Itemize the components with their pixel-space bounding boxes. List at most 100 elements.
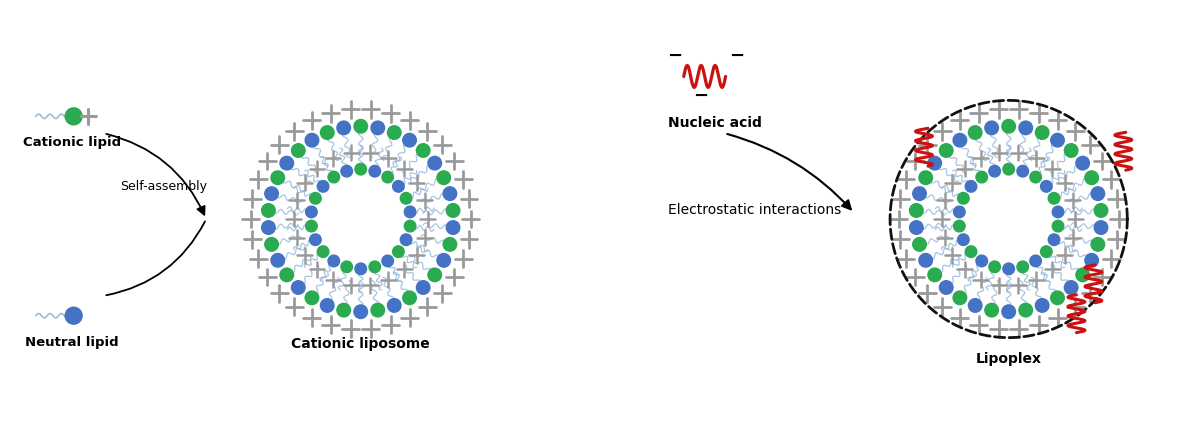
- Circle shape: [989, 261, 1000, 272]
- Circle shape: [369, 166, 380, 177]
- Circle shape: [1049, 193, 1059, 204]
- Text: Electrostatic interactions: Electrostatic interactions: [668, 203, 841, 217]
- Circle shape: [1017, 261, 1028, 272]
- Circle shape: [321, 126, 334, 139]
- Circle shape: [356, 163, 366, 175]
- Circle shape: [989, 166, 1000, 177]
- Circle shape: [341, 261, 352, 272]
- Circle shape: [1051, 134, 1064, 147]
- Circle shape: [913, 187, 926, 201]
- Circle shape: [279, 268, 294, 282]
- Circle shape: [927, 268, 942, 282]
- Circle shape: [354, 120, 367, 133]
- Circle shape: [279, 156, 294, 170]
- Circle shape: [976, 255, 988, 267]
- Text: −: −: [693, 88, 709, 106]
- Circle shape: [317, 246, 329, 258]
- Circle shape: [306, 220, 317, 232]
- Circle shape: [306, 134, 319, 147]
- Text: −: −: [667, 46, 682, 64]
- Circle shape: [919, 254, 932, 267]
- Circle shape: [354, 305, 367, 318]
- Circle shape: [392, 180, 404, 192]
- Circle shape: [388, 299, 401, 312]
- Circle shape: [1019, 121, 1032, 134]
- Circle shape: [1019, 304, 1032, 317]
- Circle shape: [401, 193, 411, 204]
- Circle shape: [1030, 255, 1042, 267]
- Circle shape: [416, 281, 430, 294]
- Circle shape: [1051, 291, 1064, 304]
- Circle shape: [404, 220, 416, 232]
- Circle shape: [927, 156, 942, 170]
- Circle shape: [336, 121, 351, 134]
- Circle shape: [443, 187, 457, 201]
- Circle shape: [356, 263, 366, 275]
- Circle shape: [382, 255, 394, 267]
- Circle shape: [1036, 299, 1049, 312]
- Circle shape: [968, 299, 982, 312]
- Circle shape: [291, 144, 306, 157]
- Circle shape: [1017, 166, 1028, 177]
- Circle shape: [957, 234, 969, 245]
- Circle shape: [271, 254, 284, 267]
- Circle shape: [939, 144, 954, 157]
- Circle shape: [265, 237, 278, 251]
- Circle shape: [392, 246, 404, 258]
- Circle shape: [306, 206, 317, 218]
- Text: Cationic lipid: Cationic lipid: [23, 136, 121, 149]
- Circle shape: [388, 126, 401, 139]
- Circle shape: [1092, 187, 1105, 201]
- Circle shape: [910, 204, 923, 217]
- Circle shape: [965, 246, 977, 258]
- Circle shape: [919, 171, 932, 184]
- Circle shape: [913, 237, 926, 251]
- Circle shape: [1002, 305, 1015, 318]
- Circle shape: [291, 281, 306, 294]
- Circle shape: [984, 304, 999, 317]
- Circle shape: [954, 291, 967, 304]
- Circle shape: [954, 134, 967, 147]
- Circle shape: [1084, 254, 1099, 267]
- Circle shape: [1036, 126, 1049, 139]
- Circle shape: [436, 254, 451, 267]
- Text: Lipoplex: Lipoplex: [976, 352, 1042, 366]
- Circle shape: [1002, 120, 1015, 133]
- Circle shape: [1094, 204, 1108, 217]
- Circle shape: [341, 166, 352, 177]
- Text: Cationic liposome: Cationic liposome: [291, 337, 430, 351]
- Circle shape: [306, 291, 319, 304]
- Circle shape: [446, 204, 460, 217]
- Circle shape: [1094, 221, 1108, 234]
- Circle shape: [65, 108, 82, 125]
- Circle shape: [336, 304, 351, 317]
- Circle shape: [371, 121, 384, 134]
- Circle shape: [401, 234, 411, 245]
- Circle shape: [910, 221, 923, 234]
- Circle shape: [446, 221, 460, 234]
- Circle shape: [403, 134, 416, 147]
- Circle shape: [403, 291, 416, 304]
- Circle shape: [328, 255, 340, 267]
- Circle shape: [1052, 206, 1064, 218]
- Circle shape: [954, 220, 965, 232]
- Text: Neutral lipid: Neutral lipid: [25, 336, 119, 349]
- Circle shape: [262, 204, 275, 217]
- Circle shape: [1092, 237, 1105, 251]
- Circle shape: [436, 171, 451, 184]
- Circle shape: [265, 187, 278, 201]
- Text: Self-assembly: Self-assembly: [120, 180, 207, 193]
- Circle shape: [416, 144, 430, 157]
- Circle shape: [1049, 234, 1059, 245]
- Circle shape: [1002, 163, 1014, 175]
- Circle shape: [1002, 263, 1014, 275]
- Circle shape: [1040, 246, 1052, 258]
- Circle shape: [65, 307, 82, 324]
- Circle shape: [957, 193, 969, 204]
- Circle shape: [1084, 171, 1099, 184]
- Circle shape: [309, 193, 321, 204]
- Text: Nucleic acid: Nucleic acid: [668, 117, 762, 131]
- Circle shape: [976, 171, 988, 183]
- Circle shape: [428, 268, 441, 282]
- Circle shape: [1030, 171, 1042, 183]
